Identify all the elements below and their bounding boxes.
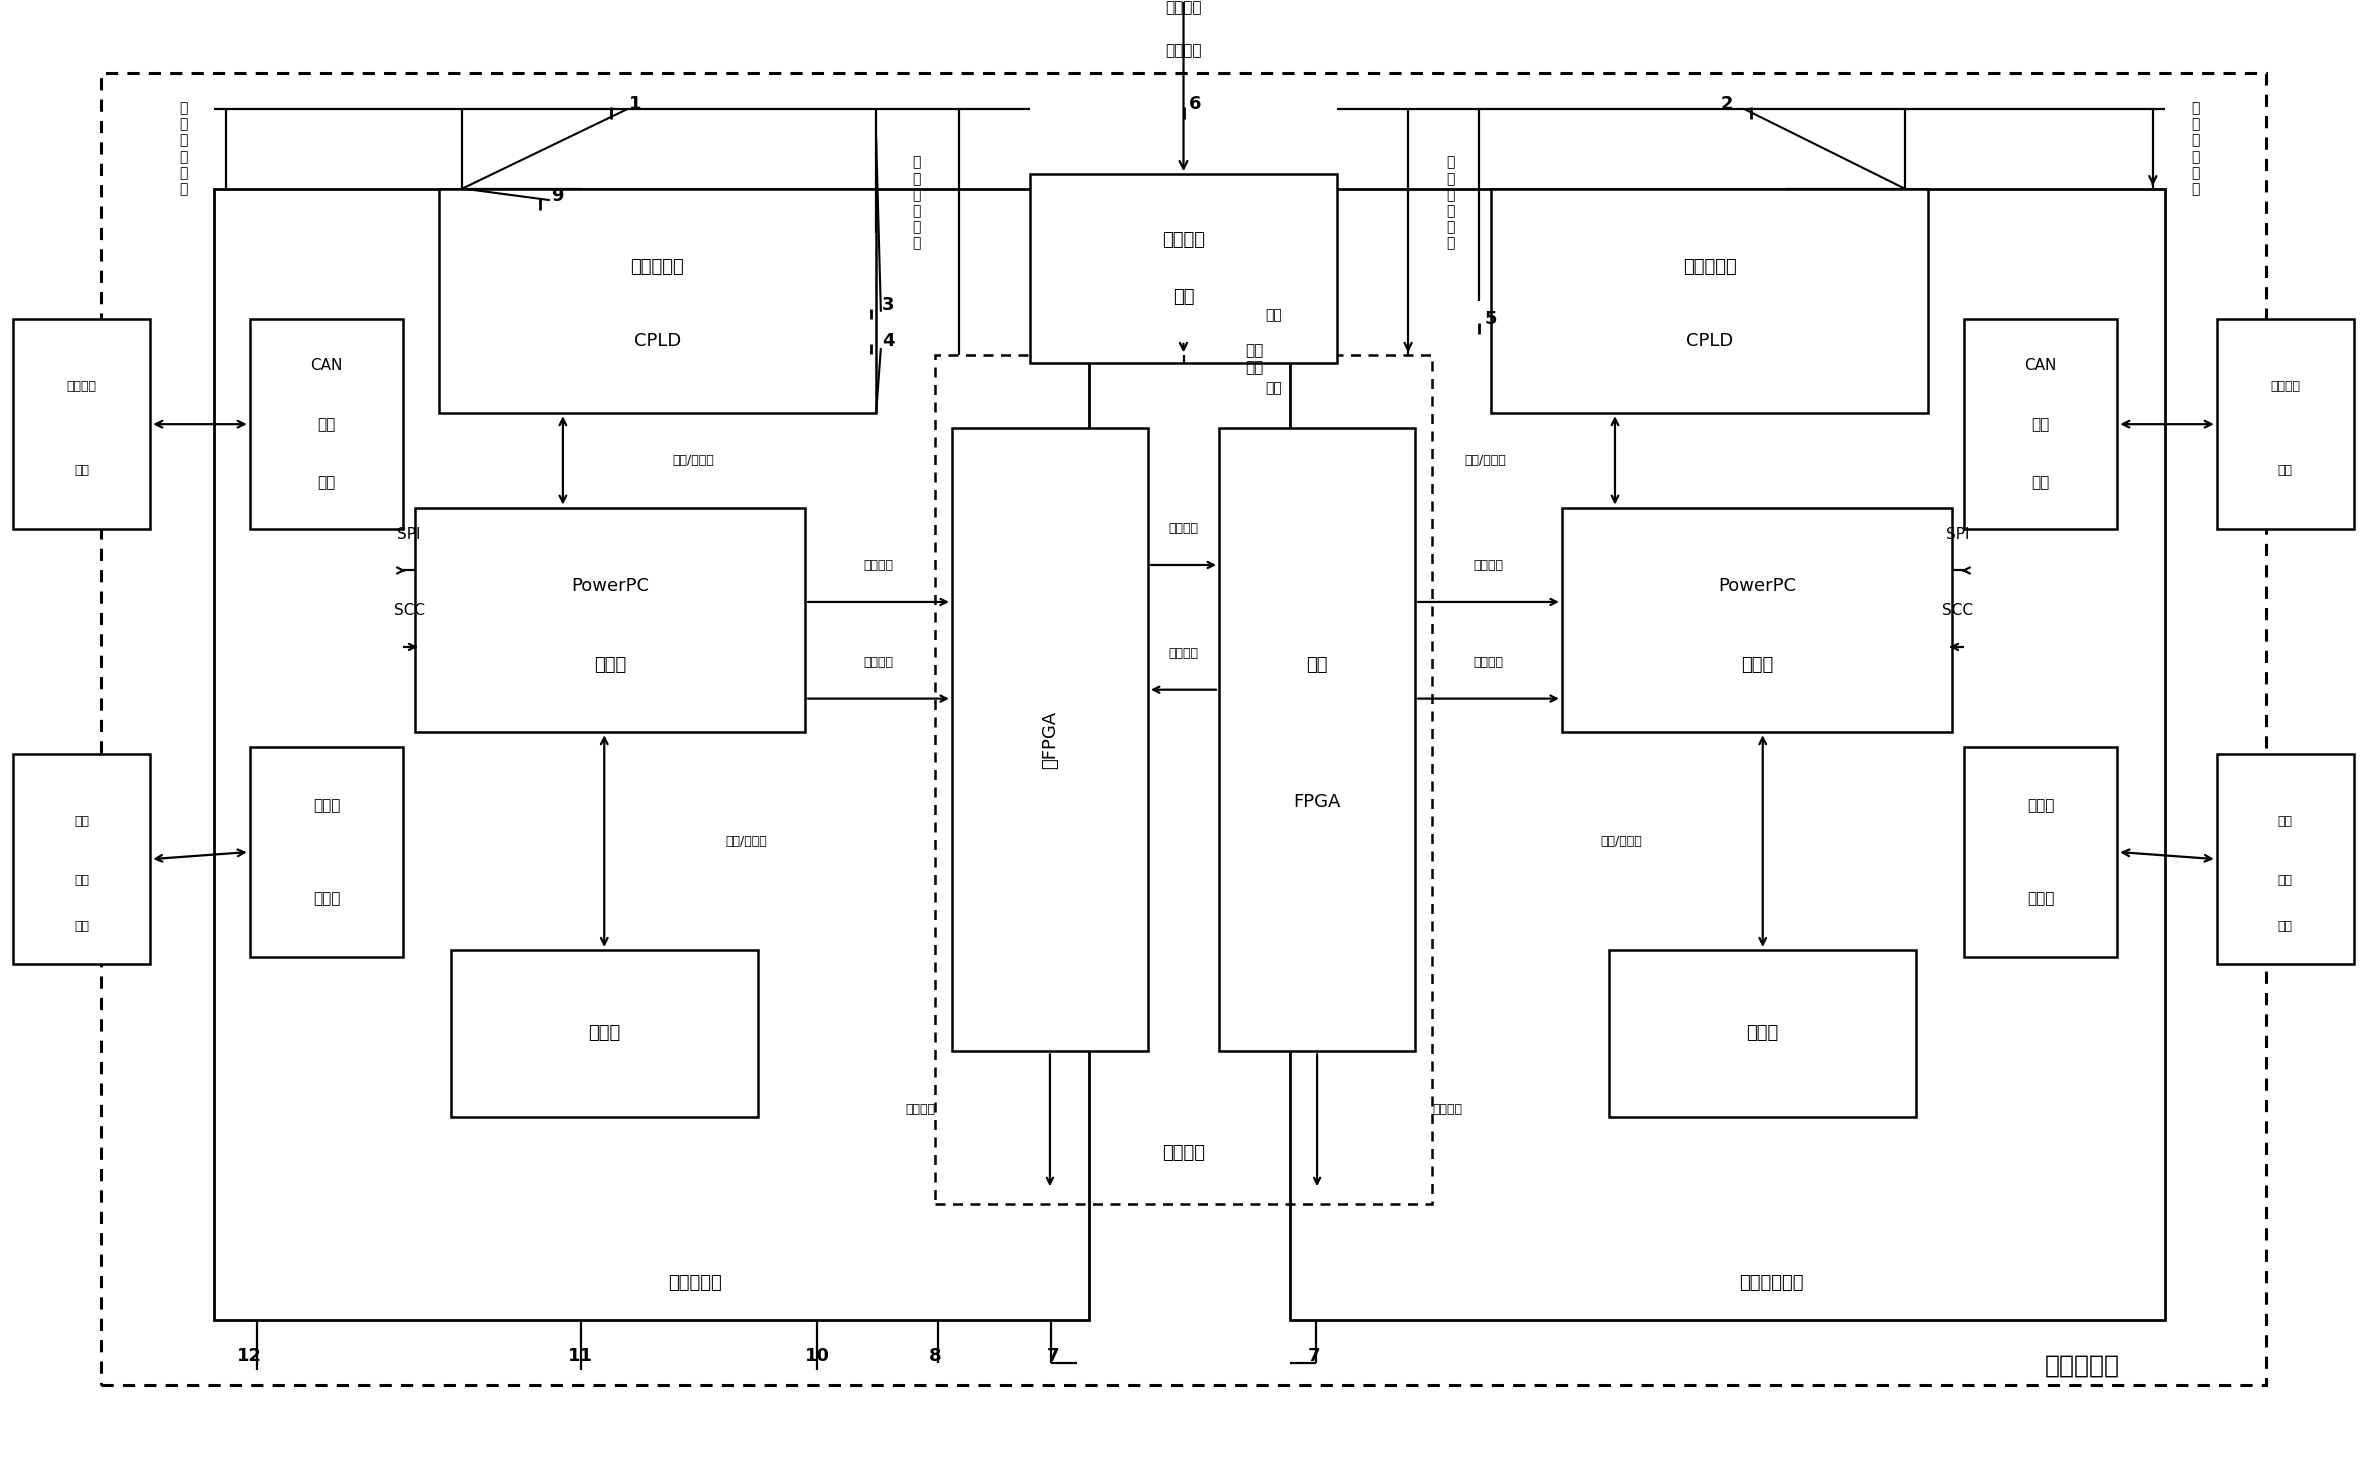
Text: 主处理单元: 主处理单元 [667,1274,722,1293]
Text: CPLD: CPLD [634,333,682,350]
Bar [213,189,1089,1319]
Text: 设备: 设备 [73,921,90,932]
Text: 仲裁: 仲裁 [1264,308,1281,323]
Text: 二
次
电
源
输
入: 二 次 电 源 输 入 [1446,155,1456,251]
Text: 12: 12 [237,1347,263,1365]
Text: 10: 10 [805,1347,828,1365]
Text: 仲裁
指令: 仲裁 指令 [1245,343,1264,375]
Text: 处理器配置: 处理器配置 [630,258,684,276]
Text: 存储器: 存储器 [1747,1025,1780,1042]
Bar [14,320,151,529]
Bar [1562,507,1953,733]
Text: 构接口: 构接口 [2026,891,2055,906]
Bar [2216,320,2353,529]
Bar [450,950,757,1117]
Text: SPI: SPI [1946,526,1969,542]
Bar [438,189,876,413]
Text: 外设: 外设 [2277,463,2294,476]
Text: 构接口: 构接口 [312,891,341,906]
Text: 指令: 指令 [1264,381,1281,394]
Text: 仲裁模块: 仲裁模块 [1162,1143,1205,1163]
Text: 喂狗指令: 喂狗指令 [904,1102,935,1116]
Text: 处理器配置: 处理器配置 [1683,258,1737,276]
Text: 喂狗指令: 喂狗指令 [1169,522,1198,535]
Bar [1610,950,1917,1117]
Bar [249,320,402,529]
Text: 处理器: 处理器 [1740,655,1773,674]
Text: 软件重: 软件重 [2026,798,2055,814]
Text: 9: 9 [552,186,563,205]
Text: 喂狗指令: 喂狗指令 [1475,655,1503,668]
Text: 外设: 外设 [73,463,90,476]
Text: 星上其他: 星上其他 [66,380,97,393]
Text: 星上一次: 星上一次 [1165,0,1202,15]
Text: 5: 5 [1484,309,1496,328]
Text: 处理器: 处理器 [594,655,627,674]
Text: CAN: CAN [2024,358,2057,372]
Text: 数据/地址线: 数据/地址线 [672,454,715,468]
Bar [1219,428,1415,1051]
Text: 喂狗指令: 喂狗指令 [864,655,892,668]
Text: 设备: 设备 [2277,921,2294,932]
Text: 喂狗指令: 喂狗指令 [1432,1102,1463,1116]
Text: 星上: 星上 [2277,815,2294,828]
Bar [1965,746,2118,957]
Text: 软件重: 软件重 [312,798,341,814]
Text: 通信: 通信 [2277,874,2294,887]
Text: FPGA: FPGA [1292,793,1340,811]
Text: 模块: 模块 [1172,287,1195,305]
Text: 主FPGA: 主FPGA [1041,711,1058,768]
Text: 接口: 接口 [2031,475,2050,491]
Text: 8: 8 [928,1347,942,1365]
Bar [249,746,402,957]
Text: SPI: SPI [398,526,421,542]
Text: 冗余: 冗余 [1307,655,1328,674]
Text: 1: 1 [630,95,641,113]
Text: 接口: 接口 [317,475,336,491]
Bar [14,754,151,965]
Text: 通信: 通信 [73,874,90,887]
Text: 喂狗指令: 喂狗指令 [1475,559,1503,572]
Text: 电源管理: 电源管理 [1162,232,1205,249]
Text: 星上: 星上 [73,815,90,828]
Text: 11: 11 [568,1347,594,1365]
Text: 6: 6 [1188,95,1202,113]
Bar [1290,189,2166,1319]
Text: PowerPC: PowerPC [1718,578,1797,595]
Text: 喂狗指令: 喂狗指令 [864,559,892,572]
Text: 7: 7 [1307,1347,1321,1365]
Text: 总线: 总线 [317,416,336,431]
Text: 星载计算机: 星载计算机 [2045,1355,2118,1378]
Text: 备份处理单元: 备份处理单元 [1740,1274,1804,1293]
Text: 星上其他: 星上其他 [2270,380,2301,393]
Bar [952,428,1148,1051]
Text: PowerPC: PowerPC [570,578,649,595]
Text: 喂狗指令: 喂狗指令 [1169,647,1198,660]
Text: 数据/地址线: 数据/地址线 [1600,834,1643,847]
Text: 电源输入: 电源输入 [1165,44,1202,59]
Text: 2: 2 [1721,95,1733,113]
Bar [2216,754,2353,965]
Bar [1030,174,1337,362]
Text: 二
次
电
源
输
入: 二 次 电 源 输 入 [180,101,187,196]
Bar [935,355,1432,1204]
Bar [1491,189,1929,413]
Text: 4: 4 [883,331,895,350]
Text: CAN: CAN [310,358,343,372]
Text: 7: 7 [1046,1347,1060,1365]
Text: 总线: 总线 [2031,416,2050,431]
Text: CPLD: CPLD [1685,333,1733,350]
Text: 3: 3 [883,296,895,314]
Text: SCC: SCC [1943,603,1974,619]
Text: 存储器: 存储器 [587,1025,620,1042]
Text: SCC: SCC [393,603,424,619]
Bar [414,507,805,733]
Text: 二
次
电
源
输
入: 二 次 电 源 输 入 [911,155,921,251]
Bar [1965,320,2118,529]
Text: 数据/地址线: 数据/地址线 [1465,454,1505,468]
Text: 数据/地址线: 数据/地址线 [724,834,767,847]
Text: 二
次
电
源
输
入: 二 次 电 源 输 入 [2192,101,2199,196]
